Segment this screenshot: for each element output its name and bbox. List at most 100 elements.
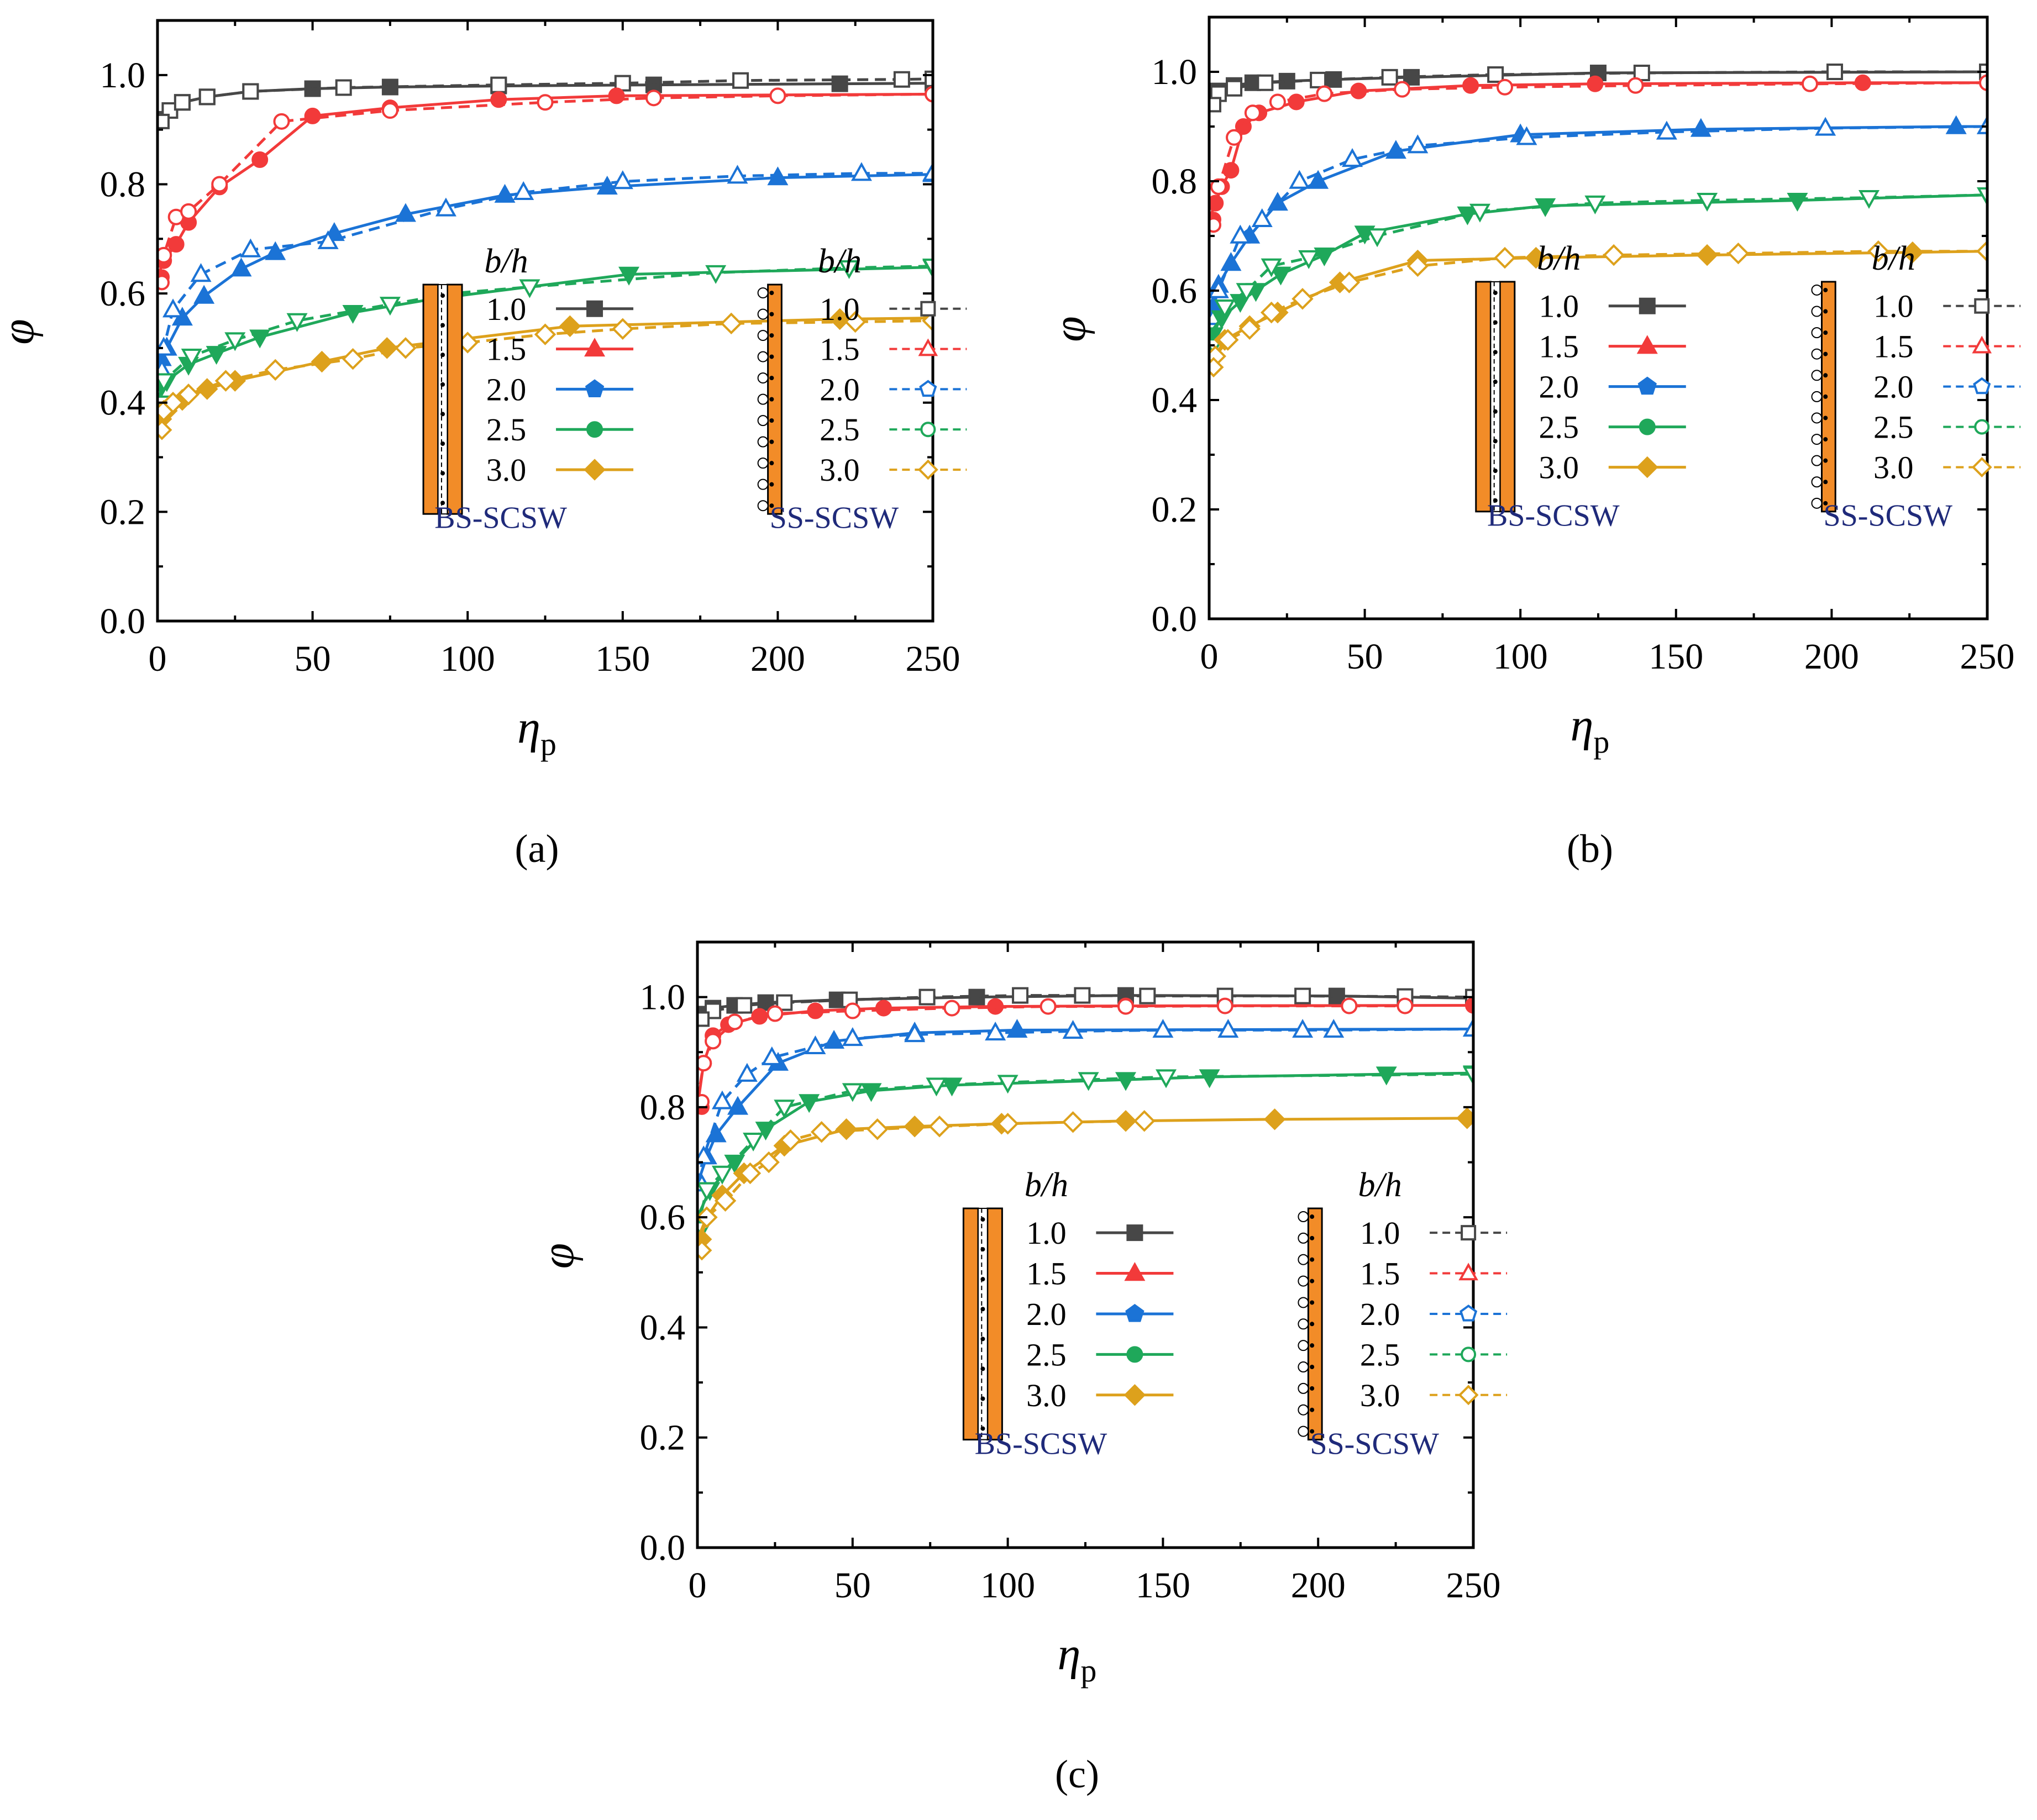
- data-point: [1261, 258, 1282, 277]
- legend-concrete-bead: [757, 372, 769, 384]
- data-point: [1858, 190, 1880, 209]
- legend-stud-dot: [1823, 480, 1828, 485]
- legend-stud-dot: [1823, 351, 1828, 356]
- y-axis-title: φ: [532, 1243, 584, 1269]
- data-point: [1397, 997, 1414, 1014]
- data-point: [1062, 1111, 1084, 1133]
- data-point: [705, 265, 727, 284]
- data-point: [265, 241, 286, 260]
- data-point: [1226, 129, 1243, 146]
- legend-stud-dot: [1310, 1257, 1315, 1262]
- legend-stud-dot: [1310, 1407, 1315, 1412]
- data-point: [1133, 1110, 1156, 1132]
- y-tick-label: 0.0: [640, 1528, 686, 1568]
- legend-value: 2.5: [1539, 409, 1579, 445]
- legend-marker: [1637, 376, 1657, 395]
- data-point: [1117, 998, 1135, 1015]
- legend: b/h b/h 1.0 1.0 1.5 1.5 2.0 2.0 2.5 2.5 3.0 3.0 BS-S…: [962, 1166, 1508, 1461]
- legend-concrete-bead: [1298, 1232, 1309, 1244]
- data-point: [805, 1035, 826, 1055]
- data-point: [1139, 987, 1156, 1004]
- legend-value: 2.0: [820, 371, 860, 407]
- legend-stud-dot: [1823, 394, 1828, 399]
- y-tick-label: 0.6: [100, 273, 146, 314]
- legend-value: 3.0: [1026, 1377, 1067, 1413]
- data-point: [1633, 64, 1650, 81]
- x-tick-label: 50: [834, 1565, 871, 1606]
- chart-panel-c: 0 50 100 150 200 250 0.0 0.2 0.4 0.6 0.8 1.0 ηp φ (c) b…: [532, 940, 1508, 1796]
- legend-concrete-bead: [1298, 1404, 1309, 1416]
- legend-stud-dot: [769, 376, 774, 381]
- legend-concrete-bead: [1811, 476, 1823, 488]
- data-point: [206, 346, 227, 365]
- data-point: [922, 162, 933, 181]
- legend-concrete-bead: [757, 436, 769, 448]
- legend-value: 2.5: [1360, 1337, 1400, 1372]
- x-tick-label: 250: [1960, 637, 2015, 677]
- legend-stud-dot: [1823, 458, 1828, 463]
- legend-stud-dot: [440, 412, 445, 417]
- data-point: [711, 1090, 733, 1109]
- x-tick-label: 100: [440, 639, 495, 679]
- data-point: [810, 1121, 833, 1143]
- series-line: [697, 1004, 1473, 1108]
- data-point: [1152, 1019, 1174, 1038]
- data-point: [1298, 250, 1320, 269]
- legend: b/h b/h 1.0 1.0 1.5 1.5 2.0 2.0 2.5 2.5 3.0 3.0 BS-S…: [1475, 240, 2021, 533]
- legend-concrete-bead: [1811, 497, 1823, 509]
- legend-header: b/h: [818, 243, 862, 280]
- legend-stud-dot: [1310, 1429, 1315, 1434]
- legend-marker: [1124, 1262, 1146, 1281]
- data-point: [1226, 80, 1243, 97]
- data-point: [379, 297, 401, 316]
- data-point: [224, 332, 246, 351]
- panel-label: (c): [1055, 1752, 1099, 1796]
- data-point: [317, 230, 339, 249]
- data-point: [1209, 279, 1229, 298]
- legend-value: 1.5: [1539, 329, 1579, 365]
- data-point: [1462, 1018, 1473, 1037]
- data-point: [1727, 242, 1750, 265]
- legend-concrete-bead: [1298, 1426, 1309, 1437]
- data-point: [1697, 192, 1718, 212]
- data-point: [1012, 987, 1029, 1004]
- legend-concrete-bead: [757, 415, 769, 427]
- legend-concrete-bead: [1298, 1318, 1309, 1330]
- legend-stud-dot: [980, 1366, 985, 1371]
- legend-stud-dot: [1823, 415, 1828, 420]
- data-point: [519, 279, 540, 298]
- y-tick-label: 0.4: [1152, 380, 1198, 420]
- data-point: [381, 102, 398, 119]
- data-point: [714, 1190, 737, 1212]
- data-point: [1407, 134, 1429, 154]
- data-point: [614, 75, 631, 92]
- data-point: [167, 236, 185, 253]
- y-tick-label: 0.2: [100, 492, 146, 532]
- legend-stud-dot: [1310, 1322, 1315, 1327]
- x-tick-label: 200: [1804, 637, 1859, 677]
- data-point: [1465, 997, 1473, 1014]
- legend-value: 3.0: [1539, 450, 1579, 486]
- legend-caption-bs: BS-SCSW: [434, 501, 567, 535]
- data-point: [1294, 987, 1311, 1004]
- legend-marker: [1974, 298, 1990, 314]
- legend-stud-dot: [1310, 1386, 1315, 1391]
- data-point: [1462, 77, 1479, 94]
- legend-stud-dot: [769, 503, 774, 508]
- data-point: [158, 246, 172, 264]
- legend-value: 1.5: [1873, 329, 1914, 365]
- legend-concrete-core: [437, 284, 448, 515]
- legend-value: 2.5: [1873, 409, 1914, 445]
- legend-steel-plate-right: [986, 1207, 1003, 1441]
- legend-value: 2.0: [486, 371, 527, 407]
- data-point: [835, 1118, 858, 1140]
- x-tick-label: 150: [595, 639, 650, 679]
- legend-stud-dot: [769, 397, 774, 402]
- x-axis-symbol: η: [1571, 699, 1594, 751]
- x-axis-title: ηp: [1571, 699, 1610, 760]
- data-point: [158, 336, 175, 356]
- data-point: [158, 275, 170, 291]
- data-point: [513, 181, 534, 200]
- data-point: [904, 1023, 926, 1043]
- data-point: [1210, 178, 1227, 195]
